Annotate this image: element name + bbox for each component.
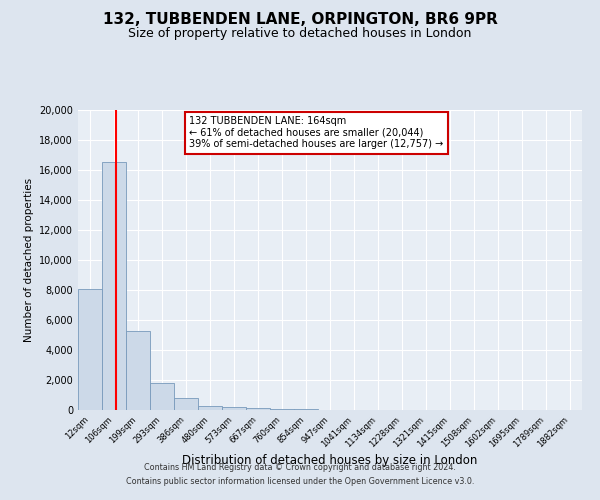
Y-axis label: Number of detached properties: Number of detached properties xyxy=(24,178,34,342)
Text: Size of property relative to detached houses in London: Size of property relative to detached ho… xyxy=(128,28,472,40)
Text: 132, TUBBENDEN LANE, ORPINGTON, BR6 9PR: 132, TUBBENDEN LANE, ORPINGTON, BR6 9PR xyxy=(103,12,497,28)
Bar xyxy=(246,408,270,410)
Text: Contains HM Land Registry data © Crown copyright and database right 2024.: Contains HM Land Registry data © Crown c… xyxy=(144,464,456,472)
Text: 132 TUBBENDEN LANE: 164sqm
← 61% of detached houses are smaller (20,044)
39% of : 132 TUBBENDEN LANE: 164sqm ← 61% of deta… xyxy=(189,116,443,149)
Bar xyxy=(150,383,174,410)
Bar xyxy=(198,406,222,410)
Bar xyxy=(102,162,126,410)
Text: Contains public sector information licensed under the Open Government Licence v3: Contains public sector information licen… xyxy=(126,477,474,486)
Bar xyxy=(174,398,198,410)
X-axis label: Distribution of detached houses by size in London: Distribution of detached houses by size … xyxy=(182,454,478,468)
Bar xyxy=(78,288,102,410)
Bar xyxy=(222,408,246,410)
Bar xyxy=(126,330,150,410)
Bar xyxy=(270,409,294,410)
